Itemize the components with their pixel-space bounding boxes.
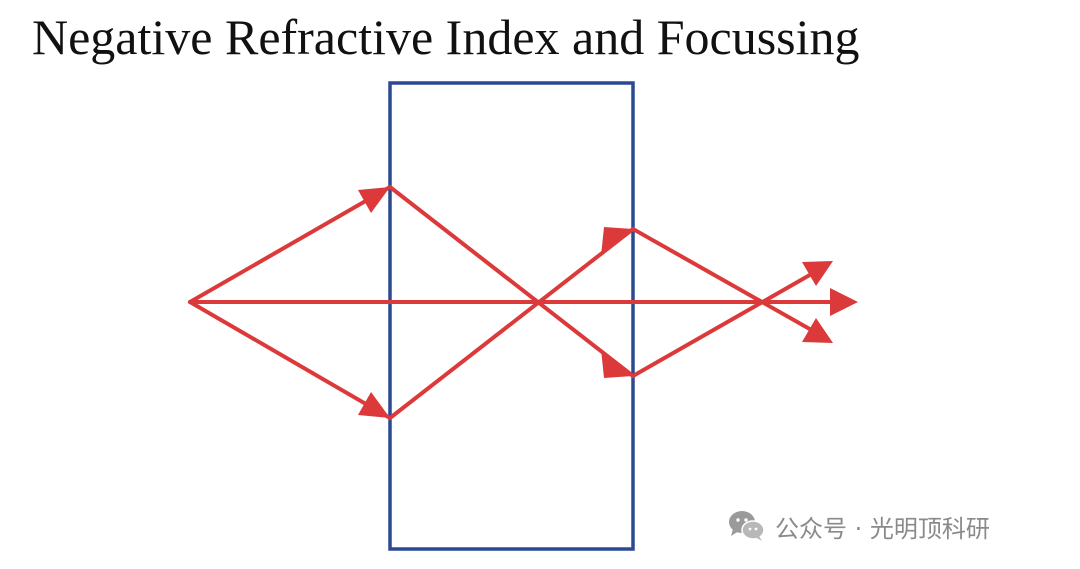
watermark-text: 公众号 · 光明顶科研	[775, 514, 990, 543]
arrowhead-axis	[830, 288, 858, 316]
lower-exit-ray	[631, 270, 817, 378]
upper-inner-ray	[388, 185, 635, 378]
light-rays	[188, 185, 840, 420]
arrowhead-lower-inner	[601, 227, 633, 256]
upper-exit-ray	[631, 227, 817, 334]
arrowhead-lower-incident	[358, 392, 390, 418]
arrowheads	[358, 187, 858, 418]
lower-inner-ray	[388, 227, 635, 420]
lower-incident-ray	[188, 300, 392, 420]
arrowhead-lower-exit	[802, 261, 833, 286]
negative-index-slab	[388, 81, 635, 551]
page-title: Negative Refractive Index and Focussing	[32, 9, 860, 65]
arrowhead-upper-inner	[601, 349, 633, 378]
arrowhead-upper-incident	[358, 187, 390, 213]
arrowhead-upper-exit	[802, 318, 833, 343]
wechat-icon	[729, 511, 765, 541]
upper-incident-ray	[188, 185, 392, 304]
watermark: 公众号 · 光明顶科研	[727, 506, 990, 546]
